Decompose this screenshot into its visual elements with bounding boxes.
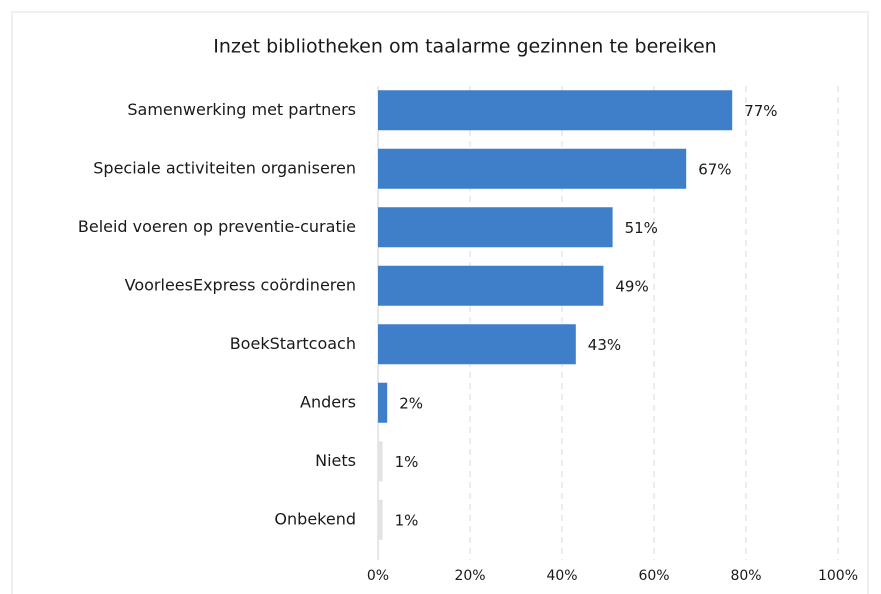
bar bbox=[378, 148, 687, 189]
x-tick-label: 80% bbox=[730, 568, 761, 584]
bar bbox=[378, 441, 383, 482]
value-label: 2% bbox=[399, 394, 423, 412]
chart-title: Inzet bibliotheken om taalarme gezinnen … bbox=[213, 36, 716, 58]
y-tick-label: Speciale activiteiten organiseren bbox=[93, 158, 356, 177]
bar bbox=[378, 90, 733, 131]
bar bbox=[378, 207, 613, 248]
value-label: 77% bbox=[744, 102, 777, 120]
frame bbox=[11, 11, 869, 594]
value-label: 67% bbox=[698, 160, 731, 178]
x-tick-label: 0% bbox=[367, 568, 389, 584]
y-tick-label: Niets bbox=[315, 451, 356, 470]
value-label: 49% bbox=[615, 277, 648, 295]
y-tick-label: VoorleesExpress coördineren bbox=[125, 275, 356, 294]
value-label: 43% bbox=[588, 336, 621, 354]
bar bbox=[378, 499, 383, 540]
value-label: 1% bbox=[395, 453, 419, 471]
bar bbox=[378, 265, 604, 306]
x-tick-label: 100% bbox=[818, 568, 858, 584]
y-tick-label: Samenwerking met partners bbox=[127, 100, 356, 119]
x-tick-label: 40% bbox=[546, 568, 577, 584]
value-label: 1% bbox=[395, 511, 419, 529]
y-tick-label: Onbekend bbox=[274, 509, 356, 528]
bar bbox=[378, 324, 576, 365]
y-tick-label: BoekStartcoach bbox=[230, 334, 356, 353]
x-tick-label: 60% bbox=[638, 568, 669, 584]
value-label: 51% bbox=[625, 219, 658, 237]
y-tick-label: Anders bbox=[300, 392, 356, 411]
x-tick-label: 20% bbox=[454, 568, 485, 584]
bar bbox=[378, 382, 388, 423]
y-tick-label: Beleid voeren op preventie-curatie bbox=[78, 217, 356, 236]
